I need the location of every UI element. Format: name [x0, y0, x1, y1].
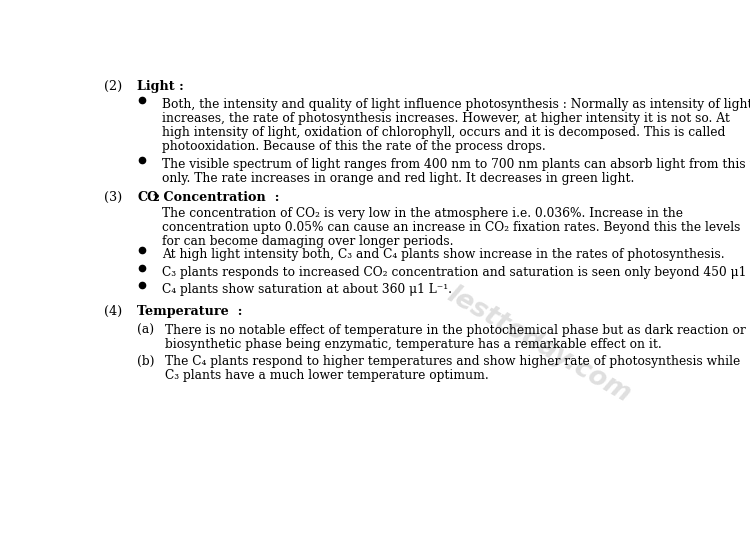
- Text: lesttoday.com: lesttoday.com: [442, 282, 636, 408]
- Text: The concentration of CO₂ is very low in the atmosphere i.e. 0.036%. Increase in : The concentration of CO₂ is very low in …: [162, 207, 683, 220]
- Text: C₄ plants show saturation at about 360 μ1 L⁻¹.: C₄ plants show saturation at about 360 μ…: [162, 284, 452, 296]
- Text: The visible spectrum of light ranges from 400 nm to 700 nm plants can absorb lig: The visible spectrum of light ranges fro…: [162, 158, 750, 171]
- Text: biosynthetic phase being enzymatic, temperature has a remarkable effect on it.: biosynthetic phase being enzymatic, temp…: [165, 337, 662, 351]
- Text: Both, the intensity and quality of light influence photosynthesis : Normally as : Both, the intensity and quality of light…: [162, 97, 750, 111]
- Text: C₃ plants responds to increased CO₂ concentration and saturation is seen only be: C₃ plants responds to increased CO₂ conc…: [162, 266, 750, 279]
- Text: only. The rate increases in orange and red light. It decreases in green light.: only. The rate increases in orange and r…: [162, 172, 634, 186]
- Text: C₃ plants have a much lower temperature optimum.: C₃ plants have a much lower temperature …: [165, 369, 488, 383]
- Text: At high light intensity both, C₃ and C₄ plants show increase in the rates of pho: At high light intensity both, C₃ and C₄ …: [162, 248, 725, 261]
- Text: (4): (4): [104, 305, 122, 318]
- Text: increases, the rate of photosynthesis increases. However, at higher intensity it: increases, the rate of photosynthesis in…: [162, 112, 730, 125]
- Text: CO: CO: [137, 191, 158, 204]
- Text: (a): (a): [137, 324, 154, 336]
- Text: (3): (3): [104, 191, 122, 204]
- Text: 2: 2: [152, 194, 159, 203]
- Text: Temperature  :: Temperature :: [137, 305, 243, 318]
- Text: for can become damaging over longer periods.: for can become damaging over longer peri…: [162, 235, 454, 249]
- Text: photooxidation. Because of this the rate of the process drops.: photooxidation. Because of this the rate…: [162, 140, 546, 153]
- Text: The C₄ plants respond to higher temperatures and show higher rate of photosynthe: The C₄ plants respond to higher temperat…: [165, 355, 740, 368]
- Text: high intensity of light, oxidation of chlorophyll, occurs and it is decomposed. : high intensity of light, oxidation of ch…: [162, 126, 726, 139]
- Text: (b): (b): [137, 355, 154, 368]
- Text: Light :: Light :: [137, 80, 184, 92]
- Text: concentration upto 0.05% can cause an increase in CO₂ fixation rates. Beyond thi: concentration upto 0.05% can cause an in…: [162, 221, 741, 234]
- Text: Concentration  :: Concentration :: [159, 191, 279, 204]
- Text: There is no notable effect of temperature in the photochemical phase but as dark: There is no notable effect of temperatur…: [165, 324, 746, 336]
- Text: (2): (2): [104, 80, 122, 92]
